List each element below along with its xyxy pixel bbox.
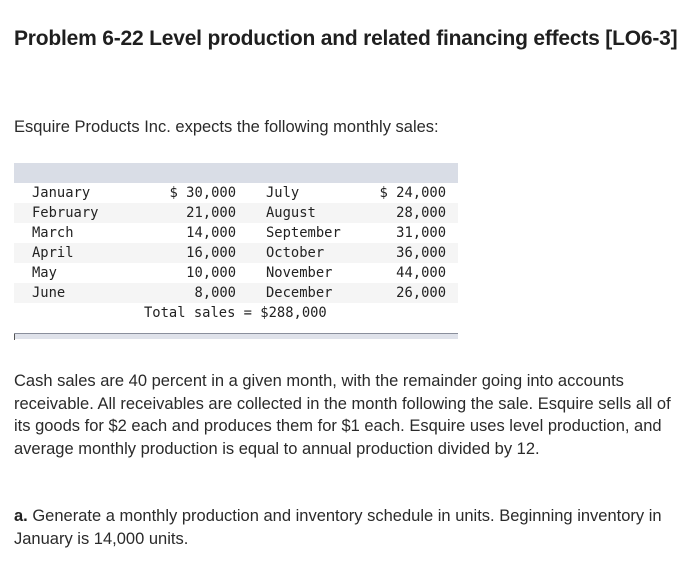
month-cell: June (14, 283, 132, 303)
total-sales: Total sales = $288,000 (144, 305, 327, 321)
sales-table: January $ 30,000 July $ 24,000 February 21,00… (14, 163, 458, 340)
problem-title: Problem 6-22 Level production and relate… (14, 27, 678, 50)
table-row: March 14,000 September 31,000 (14, 223, 458, 243)
table-row: May 10,000 November 44,000 (14, 263, 458, 283)
table-row: April 16,000 October 36,000 (14, 243, 458, 263)
sales-value-cell: 31,000 (396, 225, 446, 241)
part-a-question: a. Generate a monthly production and inv… (14, 505, 684, 550)
month-cell: February (14, 203, 132, 223)
sales-value-cell: 28,000 (366, 203, 458, 223)
month-cell: March (32, 225, 74, 241)
sales-value-cell: $ 30,000 (169, 185, 236, 201)
month-cell: May (32, 265, 57, 281)
month-cell: August (236, 203, 366, 223)
month-cell: November (266, 265, 333, 281)
sales-value-cell: 44,000 (396, 265, 446, 281)
sales-value-cell: 8,000 (132, 283, 236, 303)
table-header-bar (14, 163, 458, 183)
table-bottom-rule (14, 333, 458, 340)
table-row: February 21,000 August 28,000 (14, 203, 458, 223)
month-cell: July (266, 185, 300, 201)
table-row: June 8,000 December 26,000 (14, 283, 458, 303)
part-a-label: a. (14, 507, 28, 525)
intro-text: Esquire Products Inc. expects the follow… (14, 118, 439, 136)
sales-value-cell: 14,000 (186, 225, 236, 241)
month-cell: January (32, 185, 91, 201)
month-cell: April (14, 243, 132, 263)
sales-value-cell: 16,000 (132, 243, 236, 263)
table-row: January $ 30,000 July $ 24,000 (14, 183, 458, 203)
sales-value-cell: 21,000 (132, 203, 236, 223)
month-cell: October (236, 243, 366, 263)
sales-value-cell: 26,000 (366, 283, 458, 303)
sales-value-cell: 10,000 (186, 265, 236, 281)
sales-value-cell: $ 24,000 (379, 185, 446, 201)
problem-paragraph: Cash sales are 40 percent in a given mon… (14, 372, 671, 458)
month-cell: September (266, 225, 341, 241)
part-a-text: Generate a monthly production and invent… (14, 507, 662, 548)
month-cell: December (236, 283, 366, 303)
sales-value-cell: 36,000 (366, 243, 458, 263)
